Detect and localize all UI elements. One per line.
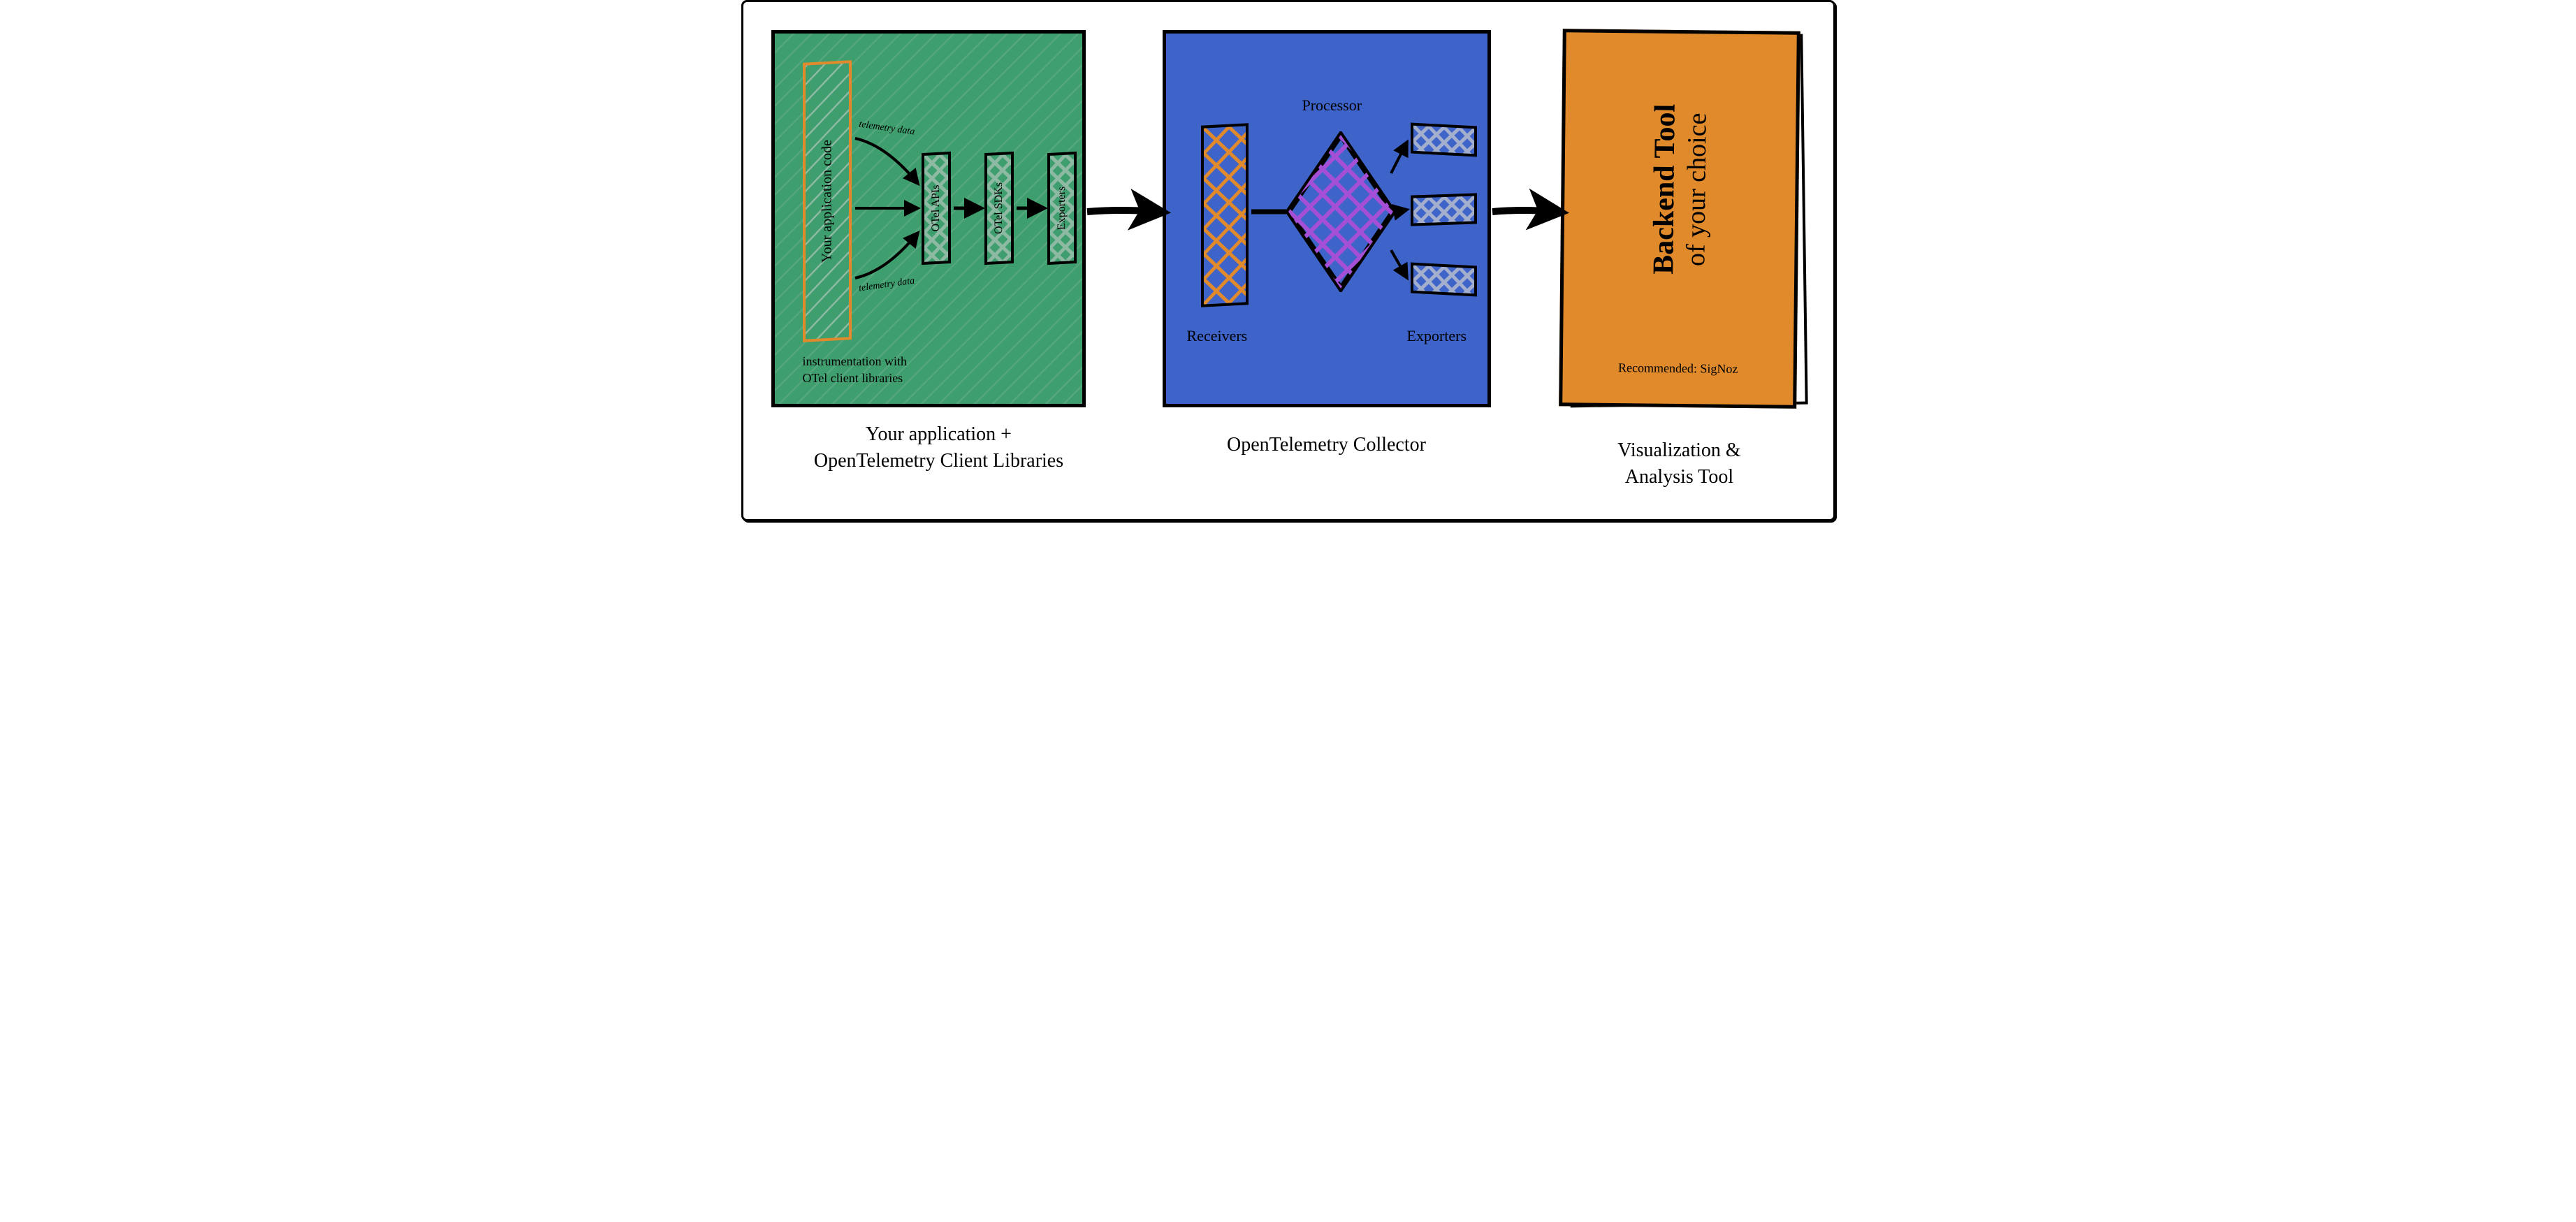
box-receivers (1201, 123, 1249, 307)
box-otel-apis: OTel APIs (922, 152, 951, 265)
caption-backend: Visualization & Analysis Tool (1540, 437, 1819, 490)
caption-collector: OpenTelemetry Collector (1163, 432, 1491, 458)
exp2-hatch (1413, 196, 1474, 223)
diagram-canvas: Your application code OTel APIs OTel SDK… (741, 0, 1835, 521)
label-otel-sdks: OTel SDKs (993, 182, 1005, 235)
processor-svg (1285, 131, 1397, 292)
label-processor: Processor (1302, 96, 1362, 115)
backend-title: Backend Tool of your choice (1647, 103, 1713, 275)
panel-backend: Backend Tool of your choice Recommended:… (1559, 29, 1800, 409)
backend-title-l2: of your choice (1680, 104, 1713, 275)
backend-recommended: Recommended: SigNoz (1617, 361, 1738, 377)
box-exporters-app: Exporters (1047, 152, 1077, 265)
panel-collector: Receivers Processor Exporters (1163, 30, 1491, 407)
box-exporter-1 (1411, 123, 1477, 157)
label-instrumentation: instrumentation with OTel client librari… (803, 354, 907, 386)
label-instrumentation-l2: OTel client libraries (803, 371, 903, 385)
caption-backend-l2: Analysis Tool (1625, 466, 1733, 488)
label-instrumentation-l1: instrumentation with (803, 354, 907, 368)
label-receivers: Receivers (1187, 327, 1248, 345)
caption-backend-l1: Visualization & (1617, 439, 1740, 461)
exp3-hatch (1413, 266, 1474, 294)
label-telemetry-data-1: telemetry data (858, 119, 915, 138)
panel-application: Your application code OTel APIs OTel SDK… (771, 30, 1086, 407)
backend-title-l1: Backend Tool (1647, 103, 1682, 274)
box-processor (1285, 131, 1397, 292)
box-exporter-2 (1411, 193, 1477, 226)
caption-application-l1: Your application + (866, 423, 1012, 445)
caption-application: Your application + OpenTelemetry Client … (771, 421, 1107, 474)
label-exporters: Exporters (1407, 327, 1467, 345)
label-your-application-code: Your application code (819, 140, 835, 263)
label-otel-apis: OTel APIs (930, 184, 943, 232)
box-otel-sdks: OTel SDKs (984, 152, 1014, 265)
box-exporter-3 (1411, 263, 1477, 297)
label-telemetry-data-2: telemetry data (858, 275, 915, 294)
recv-hatch (1204, 126, 1246, 304)
exp1-hatch (1413, 126, 1474, 154)
caption-application-l2: OpenTelemetry Client Libraries (814, 450, 1063, 472)
box-your-application-code: Your application code (803, 60, 852, 342)
label-exporters-app: Exporters (1056, 186, 1068, 230)
